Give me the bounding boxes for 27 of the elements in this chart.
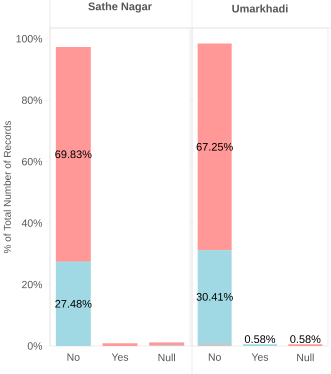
x-tick-label: No <box>208 354 221 361</box>
data-label: 69.83% <box>55 150 92 158</box>
bar <box>56 47 91 262</box>
bar <box>102 343 138 346</box>
bar <box>198 250 232 344</box>
y-tick-label: 80% <box>22 96 42 104</box>
data-label: 67.25% <box>196 142 233 151</box>
data-label: 0.58% <box>244 335 276 344</box>
data-label: 0.58% <box>290 335 320 344</box>
x-tick-label: No <box>68 354 80 361</box>
bar <box>56 262 91 346</box>
y-tick-label: 60% <box>22 158 42 166</box>
x-tick-label: Yes <box>252 354 268 361</box>
x-tick-label: Null <box>297 354 314 362</box>
y-tick-label: 40% <box>22 219 42 227</box>
bar <box>149 342 184 346</box>
y-tick-label: 20% <box>22 280 42 288</box>
y-tick-label: 0% <box>28 342 42 350</box>
bar <box>198 43 232 250</box>
x-tick-label: Null <box>158 354 175 362</box>
y-axis-title: % of Total Number of Records <box>4 120 11 254</box>
y-tick-label: 100% <box>16 35 42 42</box>
data-label: 30.41% <box>196 292 233 301</box>
chart-title: Sathe Nagar <box>88 2 152 13</box>
x-tick-label: Yes <box>112 354 128 361</box>
data-label: 27.48% <box>55 300 92 308</box>
chart-title: Umarkhadi <box>232 4 288 12</box>
